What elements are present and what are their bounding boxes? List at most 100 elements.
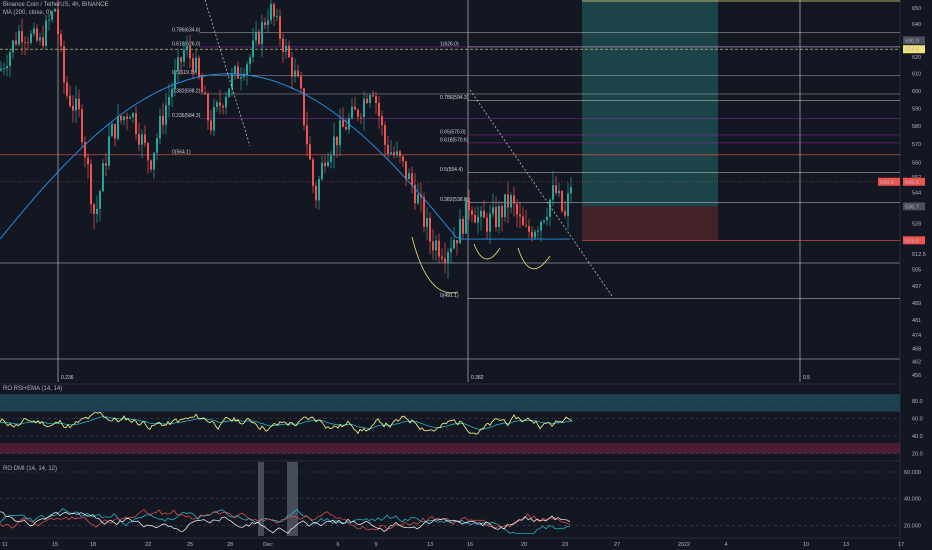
candle-body	[54, 9, 56, 12]
time-axis: 11 15 18 22 25 28 Dec 6 9 13 16 20 23 27 2022 4 10 13 17	[2, 542, 904, 548]
time-tick-label: Dec	[263, 542, 273, 548]
candle-body	[393, 152, 395, 156]
candle-body	[474, 214, 476, 223]
candle-body	[231, 73, 233, 89]
candle-body	[216, 102, 218, 108]
candle-body	[381, 116, 383, 126]
time-tick-label: 23	[562, 542, 568, 548]
candle-body	[108, 136, 110, 166]
candle-body	[387, 144, 389, 154]
candle-body	[39, 37, 41, 41]
candle-body	[567, 193, 569, 216]
candle-body	[471, 210, 473, 215]
candle-body	[288, 45, 290, 58]
fib-lower-label: 1(626.0)	[440, 41, 459, 47]
position-zones	[582, 0, 900, 241]
candle-body	[72, 105, 74, 111]
candle-body	[414, 184, 416, 204]
candle-body	[300, 76, 302, 89]
price-tick-label: 505	[912, 267, 921, 273]
moving-average-line	[0, 73, 570, 240]
price-tick-label: 570	[912, 142, 921, 148]
price-tick-label: 620	[912, 55, 921, 61]
time-tick-label: 2022	[678, 542, 690, 548]
candle-body	[528, 226, 530, 232]
candle-body	[558, 190, 560, 194]
candle-body	[483, 210, 485, 218]
candle-body	[267, 20, 269, 26]
price-tick-label: 650	[912, 6, 921, 12]
price-tick-label: 474	[912, 333, 921, 339]
candle-body	[210, 120, 212, 131]
rsi-tick-label: 40.0	[912, 434, 923, 440]
candle-body	[18, 31, 20, 45]
candle-body	[441, 256, 443, 259]
candle-body	[507, 194, 509, 208]
candle-body	[204, 92, 206, 95]
candle-body	[504, 194, 506, 218]
candle-body	[240, 77, 242, 79]
candle-body	[516, 203, 518, 215]
candle-body	[99, 191, 101, 209]
price-tick-label: 489	[912, 301, 921, 307]
price-tag-label: 519.4	[905, 238, 919, 244]
candle-body	[291, 57, 293, 77]
candle-body	[426, 218, 428, 227]
candle-body	[408, 173, 410, 180]
candle-body	[522, 216, 524, 226]
candle-body	[96, 208, 98, 214]
candle-body	[330, 155, 332, 162]
candle-body	[477, 216, 479, 223]
candle-body	[36, 28, 38, 41]
candle-body	[45, 20, 47, 47]
candle-body	[366, 98, 368, 104]
dmi-tick-label: 20.000	[904, 523, 921, 529]
fib-lower-label: 0.5(554.4)	[440, 167, 463, 173]
candle-body	[111, 123, 113, 137]
candle-body	[165, 105, 167, 125]
candle-body	[549, 199, 551, 217]
candle-body	[258, 31, 260, 45]
candle-body	[315, 185, 317, 201]
candle-body	[450, 248, 452, 253]
candle-body	[384, 125, 386, 145]
price-tick-label: 497	[912, 284, 921, 290]
price-tick-label: 610	[912, 72, 921, 78]
price-tag	[903, 202, 925, 211]
candle-body	[264, 22, 266, 26]
fib-lower-label: 0.786(594.3)	[440, 95, 469, 101]
time-tick-label: 15	[52, 542, 58, 548]
candle-body	[495, 207, 497, 227]
time-tick-label: 11	[2, 542, 8, 548]
candle-body	[246, 64, 248, 76]
candle-body	[312, 159, 314, 186]
price-tick-label: 590	[912, 106, 921, 112]
price-tick-label: 544	[912, 190, 921, 196]
candle-body	[501, 206, 503, 218]
candle-body	[219, 102, 221, 106]
candle-body	[171, 89, 173, 98]
candle-body	[363, 98, 365, 118]
time-tick-label: 20	[521, 542, 527, 548]
candle-body	[447, 252, 449, 264]
candle-body	[147, 143, 149, 161]
candle-body	[135, 113, 137, 134]
rsi-tick-label: 20.0	[912, 452, 923, 458]
candle-body	[30, 33, 32, 43]
candle-body	[189, 46, 191, 59]
candle-body	[510, 195, 512, 208]
grid: 0.236 0.382 0.5	[0, 0, 901, 550]
dmi-highlight-bar	[258, 462, 264, 536]
candle-body	[489, 213, 491, 232]
candle-body	[456, 240, 458, 244]
time-tick-label: 17	[898, 542, 904, 548]
price-tag-label: 536.7	[905, 204, 919, 210]
target-zone	[582, 0, 718, 207]
time-tick-label: 6	[336, 542, 339, 548]
candle-body	[6, 66, 8, 69]
candle-body	[273, 4, 275, 17]
candle-body	[378, 103, 380, 117]
dmi-minus-line	[0, 509, 571, 531]
candle-body	[195, 57, 197, 73]
